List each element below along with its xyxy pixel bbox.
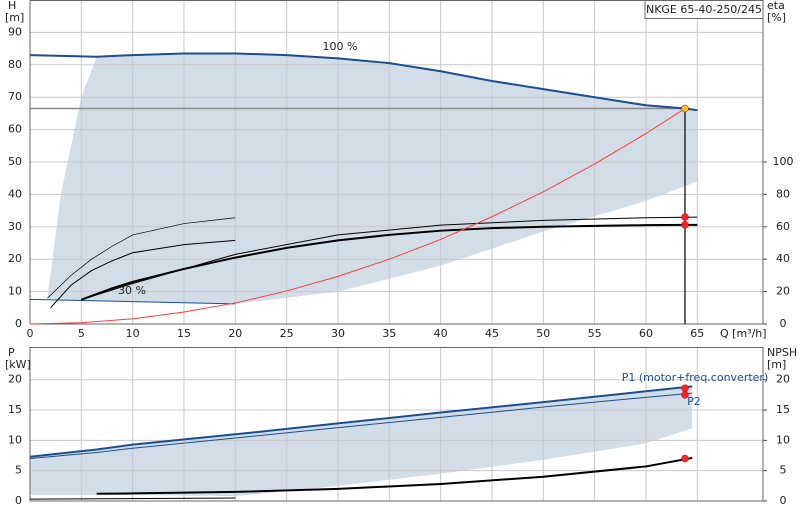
curve <box>29 52 698 112</box>
y-tick-label: 5 <box>15 464 22 477</box>
chart-title: NKGE 65-40-250/245 <box>646 3 762 16</box>
curve <box>50 239 236 309</box>
operating-range <box>47 53 698 304</box>
curve <box>29 298 236 305</box>
y2-tick-label: 5 <box>780 464 787 477</box>
y-tick-label: 10 <box>8 433 22 446</box>
y-axis-label: H <box>8 0 16 12</box>
y2-tick-label: 80 <box>776 187 790 200</box>
curve <box>29 385 693 458</box>
curve <box>29 497 236 500</box>
x-tick-label: 35 <box>382 327 396 340</box>
curve <box>96 456 693 495</box>
curve <box>47 217 236 299</box>
y-axis-label: P <box>8 346 15 359</box>
curve <box>29 392 693 460</box>
y-tick-label: 15 <box>8 403 22 416</box>
x-tick-label: 15 <box>177 327 191 340</box>
curve-label: P2 <box>687 395 701 408</box>
x-tick-label: 30 <box>331 327 345 340</box>
y-tick-label: 80 <box>8 58 22 71</box>
y-tick-label: 10 <box>8 285 22 298</box>
y-tick-label: 40 <box>8 187 22 200</box>
curve-label: P1 (motor+freq.converter) <box>622 371 769 384</box>
y-tick-label: 90 <box>8 25 22 38</box>
x-axis-label: Q [m³/h] <box>720 327 767 340</box>
title-box <box>644 0 764 19</box>
y2-axis-label: eta <box>767 0 785 12</box>
curve <box>81 216 698 301</box>
y2-tick-label: 20 <box>776 285 790 298</box>
y-tick-label: 30 <box>8 220 22 233</box>
duty-point <box>681 104 689 113</box>
y2-tick-label: 100 <box>773 155 794 168</box>
y-tick-label: 70 <box>8 90 22 103</box>
x-tick-label: 20 <box>228 327 242 340</box>
x-tick-label: 50 <box>536 327 550 340</box>
x-tick-label: 25 <box>280 327 294 340</box>
x-tick-label: 10 <box>126 327 140 340</box>
y2-tick-label: 40 <box>776 252 790 265</box>
curve-label: 100 % <box>323 40 358 53</box>
x-tick-label: 40 <box>434 327 448 340</box>
y2-tick-label: 10 <box>776 433 790 446</box>
y2-tick-label: 60 <box>776 220 790 233</box>
x-tick-label: 45 <box>485 327 499 340</box>
y-tick-label: 20 <box>8 373 22 386</box>
y2-axis-unit: [%] <box>767 11 786 24</box>
y2-tick-label: 20 <box>776 373 790 386</box>
x-tick-label: 55 <box>588 327 602 340</box>
curve <box>29 108 686 325</box>
y-tick-label: 50 <box>8 155 22 168</box>
operating-range <box>30 386 693 497</box>
y-axis-unit: [m] <box>5 11 24 24</box>
curve <box>80 223 698 301</box>
plot-frame <box>29 347 764 502</box>
plot-frame <box>29 0 764 325</box>
y-tick-label: 0 <box>15 494 22 507</box>
duty-point <box>681 384 689 392</box>
duty-point <box>681 221 689 229</box>
x-tick-label: 0 <box>27 327 34 340</box>
x-tick-label: 5 <box>78 327 85 340</box>
curve-label: 30 % <box>118 284 146 297</box>
y-tick-label: 60 <box>8 123 22 136</box>
y2-tick-label: 15 <box>776 403 790 416</box>
y-axis-unit: [kW] <box>5 358 31 371</box>
duty-point <box>681 454 689 463</box>
y-tick-label: 20 <box>8 252 22 265</box>
y2-axis-unit: [m] <box>767 358 786 371</box>
x-tick-label: 65 <box>690 327 704 340</box>
y2-axis-label: NPSH <box>767 346 797 359</box>
y2-tick-label: 0 <box>780 494 787 507</box>
duty-point <box>681 213 689 221</box>
x-tick-label: 60 <box>639 327 653 340</box>
duty-point <box>681 391 689 399</box>
y2-tick-label: 0 <box>780 317 787 330</box>
y-tick-label: 0 <box>15 317 22 330</box>
